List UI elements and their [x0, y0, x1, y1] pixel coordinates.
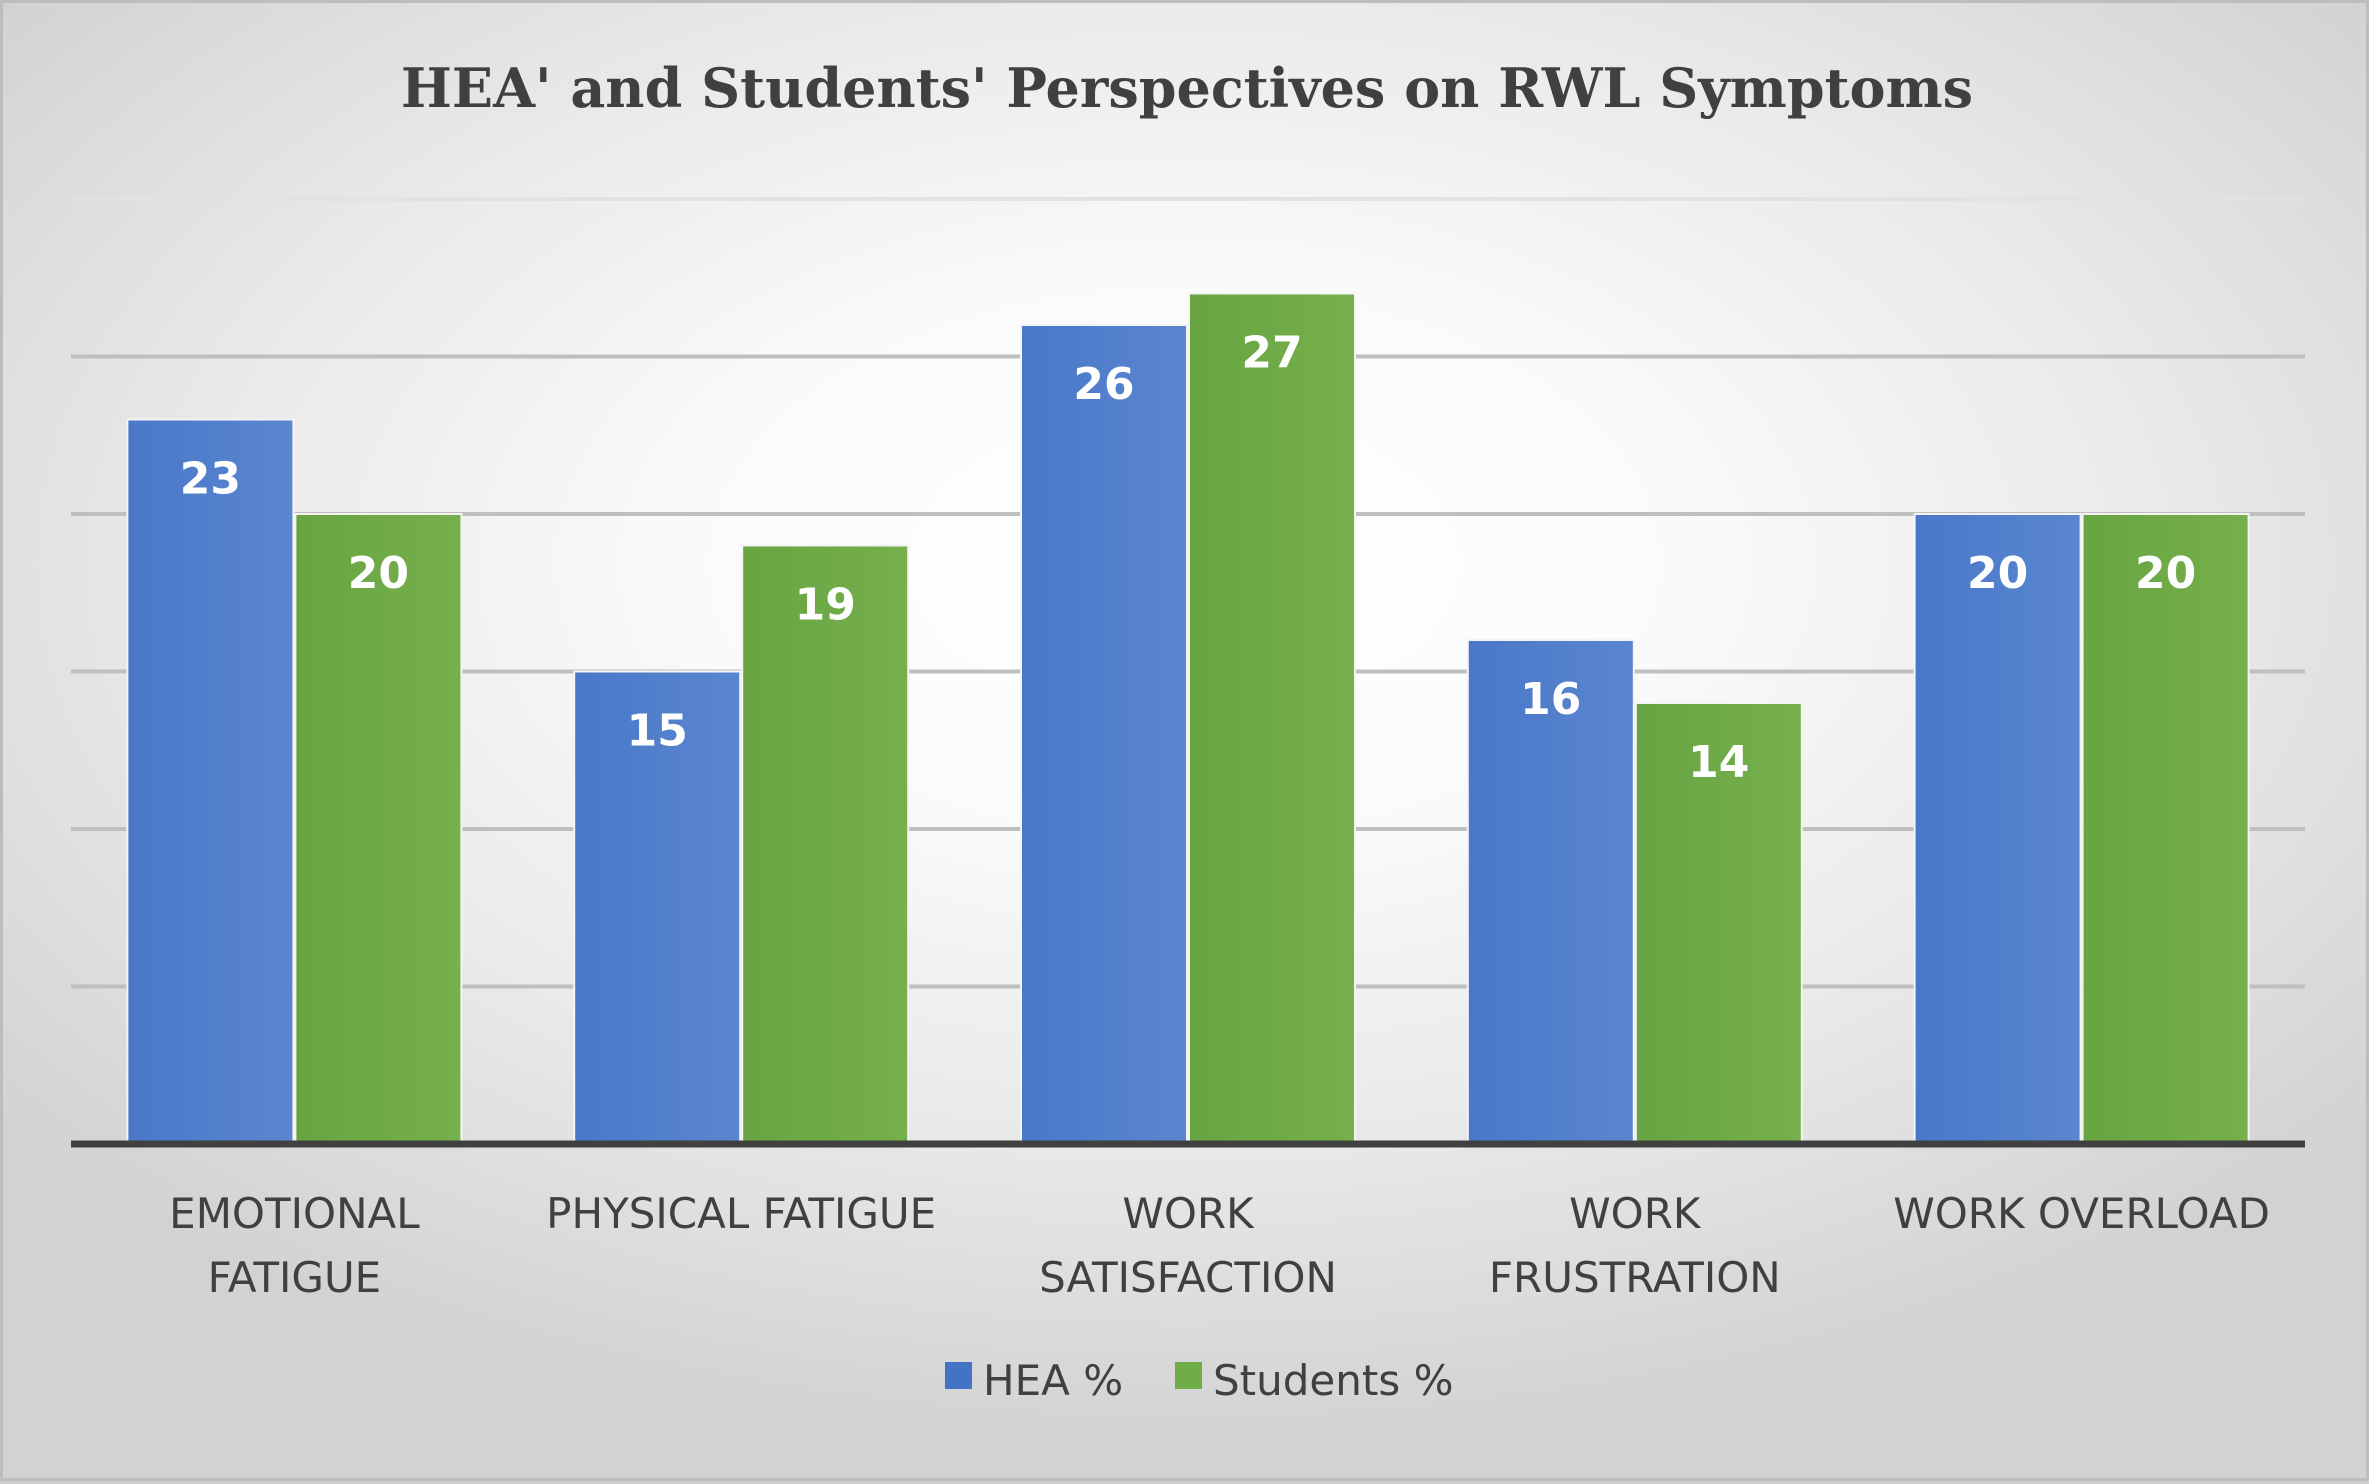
data-label-students-4: 20: [2135, 548, 2196, 599]
category-label-line: PHYSICAL FATIGUE: [546, 1189, 936, 1238]
bar-students-1: [741, 544, 910, 1145]
category-label-3: WORK FRUSTRATION: [1489, 1189, 1781, 1302]
category-label-0: EMOTIONAL FATIGUE: [169, 1189, 420, 1302]
data-label-students-1: 19: [795, 580, 856, 631]
bar-hea-0: [126, 418, 295, 1145]
category-labels: EMOTIONAL FATIGUE PHYSICAL FATIGUE WORK SATI…: [169, 1189, 2270, 1302]
data-label-hea-0: 23: [180, 454, 241, 505]
bar-students-3: [1634, 702, 1803, 1145]
category-label-line: SATISFACTION: [1039, 1253, 1337, 1302]
legend-swatch-hea: [945, 1362, 972, 1389]
chart-title: HEA' and Students' Perspectives on RWL S…: [401, 56, 1973, 120]
data-label-students-0: 20: [348, 548, 409, 599]
category-label-1: PHYSICAL FATIGUE: [546, 1189, 936, 1238]
category-label-line: FRUSTRATION: [1489, 1253, 1781, 1302]
bar-students-4: [2081, 513, 2250, 1145]
data-label-hea-1: 15: [627, 706, 688, 757]
category-label-line: WORK: [1122, 1189, 1255, 1238]
data-label-hea-2: 26: [1073, 359, 1134, 410]
legend-swatch-students: [1175, 1362, 1202, 1389]
data-label-students-2: 27: [1241, 328, 1302, 379]
legend-label-students: Students %: [1213, 1356, 1453, 1405]
category-label-line: FATIGUE: [208, 1253, 382, 1302]
bar-hea-3: [1466, 639, 1635, 1145]
legend-label-hea: HEA %: [983, 1356, 1123, 1405]
category-label-line: EMOTIONAL: [169, 1189, 420, 1238]
category-label-4: WORK OVERLOAD: [1893, 1189, 2270, 1238]
bars: [71, 292, 2305, 1148]
data-labels: 23 20 15 19 26 27 16 14 20 20: [180, 328, 2196, 789]
legend: HEA % Students %: [945, 1356, 1453, 1405]
category-label-2: WORK SATISFACTION: [1039, 1189, 1337, 1302]
data-label-hea-4: 20: [1967, 548, 2028, 599]
data-label-students-3: 14: [1688, 737, 1749, 788]
data-label-hea-3: 16: [1520, 674, 1581, 725]
category-label-line: WORK: [1569, 1189, 1702, 1238]
bar-hea-4: [1913, 513, 2082, 1145]
bar-hea-2: [1020, 324, 1188, 1145]
bar-chart: HEA' and Students' Perspectives on RWL S…: [71, 56, 2305, 1405]
category-label-line: WORK OVERLOAD: [1893, 1189, 2270, 1238]
bar-students-2: [1188, 292, 1356, 1145]
bar-students-0: [294, 513, 463, 1145]
